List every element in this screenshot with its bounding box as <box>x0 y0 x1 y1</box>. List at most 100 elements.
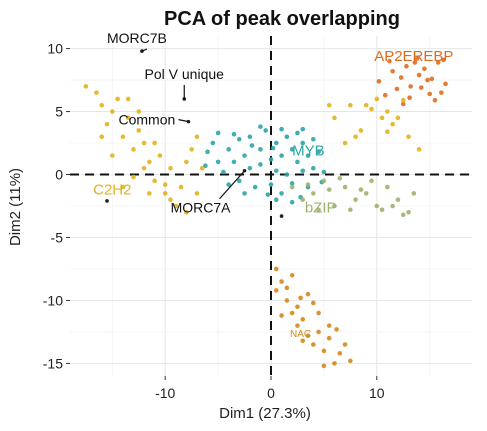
point-ap2erebp <box>439 90 444 95</box>
point-myb <box>226 147 231 152</box>
point-ap2erebp <box>394 86 400 92</box>
point-ap2erebp <box>412 60 418 65</box>
point-ap2erebp <box>432 97 438 103</box>
group-label-nac: NAC <box>290 329 311 340</box>
point-myb <box>265 192 271 197</box>
point-bzip <box>289 184 295 190</box>
point-bzip <box>400 212 406 218</box>
point-myb <box>300 168 306 174</box>
x-axis-label: Dim1 (27.3%) <box>219 405 311 422</box>
point-ap2erebp <box>407 95 412 101</box>
point-ap2erebp <box>382 92 388 98</box>
point-c2h2 <box>110 109 115 114</box>
point-ap2erebp <box>418 85 424 90</box>
point-myb <box>268 182 274 187</box>
point-nac <box>321 348 327 354</box>
point-c2h2 <box>94 90 99 95</box>
point-myb <box>273 197 279 203</box>
point-ap2erebp <box>400 101 406 107</box>
x-tick-label: 0 <box>267 385 275 401</box>
point-c2h2 <box>184 159 189 165</box>
point-myb <box>252 184 258 190</box>
point-c2h2 <box>369 106 374 112</box>
point-c2h2 <box>363 102 369 108</box>
point-myb <box>268 157 274 162</box>
point-c2h2 <box>342 140 348 146</box>
point-nac <box>342 342 348 347</box>
data-points <box>83 49 448 369</box>
point-c2h2 <box>173 203 179 209</box>
point-c2h2 <box>385 109 390 114</box>
point-c2h2 <box>379 115 385 121</box>
point-c2h2 <box>178 184 184 190</box>
zero-lines <box>70 36 472 376</box>
point-c2h2 <box>157 153 163 158</box>
point-ap2erebp <box>390 68 395 74</box>
point-bzip <box>342 184 348 190</box>
point-c2h2 <box>390 121 395 127</box>
group-label-c2h2: C2H2 <box>93 182 131 199</box>
point-c2h2 <box>110 153 115 158</box>
point-c2h2 <box>168 197 173 203</box>
point-nac <box>289 272 295 278</box>
group-label-myb: MYB <box>292 143 325 160</box>
group-label-ap2erebp: AP2EREBP <box>374 48 453 65</box>
point-myb <box>258 124 263 129</box>
point-myb <box>231 131 237 137</box>
point-nac <box>316 310 321 316</box>
y-tick-label: 10 <box>47 41 63 57</box>
point-c2h2 <box>152 140 157 146</box>
point-myb <box>236 178 242 184</box>
point-myb <box>300 126 306 132</box>
point-c2h2 <box>104 121 110 127</box>
point-c2h2 <box>358 128 364 133</box>
point-nac <box>326 323 332 328</box>
point-nac <box>305 291 311 297</box>
point-myb <box>242 191 247 196</box>
point-c2h2 <box>152 178 157 184</box>
point-bzip <box>321 178 327 184</box>
y-tick-label: -5 <box>51 229 64 245</box>
point-myb <box>231 159 237 165</box>
point-myb <box>279 191 284 196</box>
point-myb <box>295 159 300 165</box>
point-ap2erebp <box>443 81 448 87</box>
point-myb <box>284 172 290 177</box>
x-tick-label: -10 <box>155 385 175 401</box>
point-bzip <box>379 207 385 213</box>
point-ap2erebp <box>427 91 432 97</box>
point-nac <box>337 351 343 356</box>
point-bzip <box>374 203 380 209</box>
point-bzip <box>305 182 311 187</box>
annotations: MORC7B Pol V unique Common MORC7A <box>107 30 246 216</box>
point-myb <box>247 165 253 171</box>
point-ap2erebp <box>414 56 420 61</box>
point-c2h2 <box>189 147 194 152</box>
point-bzip <box>411 191 417 196</box>
point-nac <box>273 266 279 272</box>
point-c2h2 <box>141 140 147 146</box>
point-myb <box>316 149 321 155</box>
point-bzip <box>406 209 411 215</box>
point-myb <box>215 159 221 165</box>
annotation-label: Common <box>118 112 175 128</box>
point-myb <box>273 140 279 146</box>
point-bzip <box>332 203 337 209</box>
annotation-leader <box>219 170 246 200</box>
point-c2h2 <box>136 109 142 114</box>
point-myb <box>263 128 269 133</box>
point-nac <box>311 342 316 347</box>
point-myb <box>247 134 253 140</box>
point-nac <box>273 288 279 293</box>
point-nac <box>279 279 284 284</box>
point-ap2erebp <box>416 72 422 78</box>
x-tick-label: 10 <box>369 385 385 401</box>
point-myb <box>289 181 295 186</box>
point-nac <box>311 300 316 306</box>
point-c2h2 <box>385 129 390 135</box>
point-nac <box>305 333 311 339</box>
point-myb <box>249 143 255 148</box>
point-nac <box>295 323 300 328</box>
point-c2h2 <box>120 134 126 140</box>
point-c2h2 <box>162 182 168 187</box>
